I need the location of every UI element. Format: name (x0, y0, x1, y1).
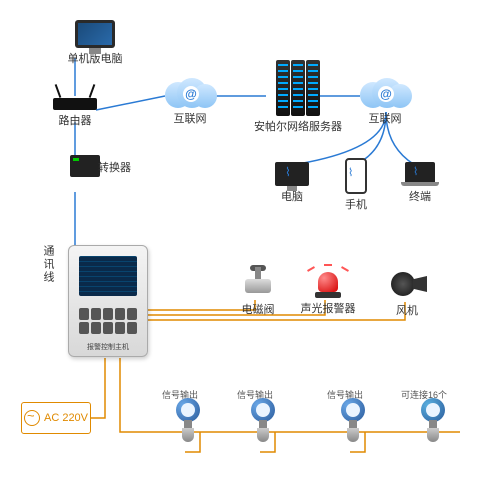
label-client-laptop: 终端 (400, 188, 440, 204)
fan-icon (387, 268, 427, 300)
node-server: 安帕尔网络服务器 (268, 60, 328, 134)
power-icon: AC 220V (21, 402, 91, 434)
node-valve: 电磁阀 (238, 265, 278, 317)
at-symbol: @ (378, 86, 394, 102)
node-converter: 转换器 (60, 155, 110, 177)
router-icon (53, 98, 97, 110)
node-sensor-4: 可连接16个 (413, 398, 453, 442)
cloud-icon: @ (360, 78, 410, 108)
sine-icon (24, 410, 40, 426)
node-cloud-2: @ 互联网 (360, 78, 410, 126)
server-icon (276, 60, 320, 116)
node-client-laptop: ⌇ 终端 (400, 160, 440, 204)
node-router: 路由器 (50, 88, 100, 128)
node-standalone-pc: 单机版电脑 (55, 20, 135, 66)
valve-icon (241, 265, 275, 299)
sensor-icon (171, 398, 205, 442)
label-converter: 转换器 (98, 159, 131, 175)
node-controller: 报警控制主机 (68, 245, 148, 357)
node-sensor-1: 信号输出 (168, 398, 208, 442)
label-cloud-1: 互联网 (165, 110, 215, 126)
at-symbol: @ (183, 86, 199, 102)
cloud-icon: @ (165, 78, 215, 108)
label-power: AC 220V (44, 412, 88, 424)
node-client-pc: ⌇ 电脑 (272, 162, 312, 204)
node-client-phone: ⌇ 手机 (344, 158, 368, 212)
node-alarm: 声光报警器 (308, 268, 348, 316)
wifi-icon: ⌇ (348, 166, 353, 179)
node-fan: 风机 (385, 268, 429, 318)
label-cloud-2: 互联网 (360, 110, 410, 126)
sensor-icon (416, 398, 450, 442)
label-client-phone: 手机 (344, 196, 368, 212)
label-router: 路由器 (50, 112, 100, 128)
label-fan: 风机 (385, 302, 429, 318)
wifi-icon: ⌇ (285, 165, 291, 179)
sensor-icon (246, 398, 280, 442)
converter-icon (70, 155, 100, 177)
label-server: 安帕尔网络服务器 (248, 118, 348, 134)
monitor-icon (75, 20, 115, 48)
phone-icon: ⌇ (345, 158, 367, 194)
controller-icon: 报警控制主机 (68, 245, 148, 357)
node-sensor-2: 信号输出 (243, 398, 283, 442)
pc-icon: ⌇ (275, 162, 309, 186)
laptop-icon: ⌇ (401, 182, 439, 186)
sensor-icon (336, 398, 370, 442)
alarm-icon (313, 268, 343, 298)
node-cloud-1: @ 互联网 (165, 78, 215, 126)
node-sensor-3: 信号输出 (333, 398, 373, 442)
wifi-icon: ⌇ (413, 165, 418, 178)
label-valve: 电磁阀 (238, 301, 278, 317)
label-alarm: 声光报警器 (296, 300, 360, 316)
controller-caption: 报警控制主机 (69, 342, 147, 352)
node-power: AC 220V (20, 402, 92, 434)
label-comm-line: 通讯线 (40, 245, 56, 284)
